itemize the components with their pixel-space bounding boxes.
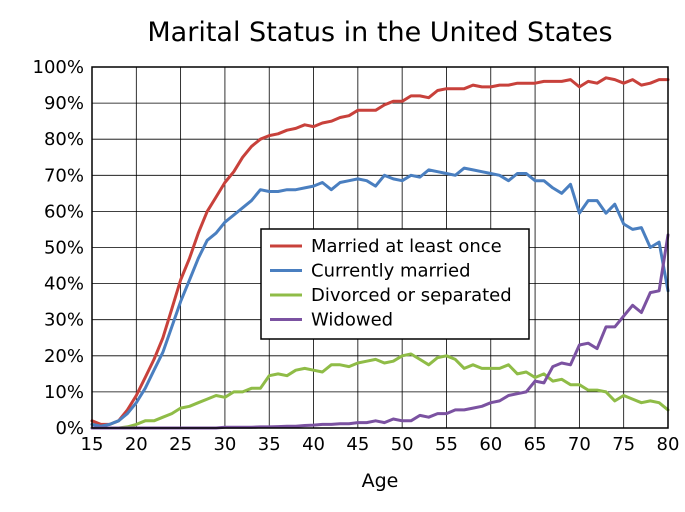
x-tick-label: 70: [568, 434, 591, 455]
legend-label-1: Currently married: [311, 261, 471, 282]
y-tick-label: 40%: [44, 274, 84, 295]
x-tick-label: 15: [81, 434, 104, 455]
x-tick-label: 40: [302, 434, 325, 455]
x-tick-label: 25: [169, 434, 192, 455]
x-tick-label: 65: [524, 434, 547, 455]
x-tick-label: 45: [346, 434, 369, 455]
x-tick-label: 55: [435, 434, 458, 455]
legend-label-0: Married at least once: [311, 236, 502, 257]
x-tick-label: 20: [125, 434, 148, 455]
y-tick-label: 90%: [44, 93, 84, 114]
plot-frame: [91, 66, 669, 429]
y-tick-label: 0%: [55, 418, 84, 439]
legend: Married at least once Currently married Di…: [260, 228, 530, 340]
y-tick-label: 30%: [44, 310, 84, 331]
y-tick-label: 70%: [44, 165, 84, 186]
x-tick-label: 30: [213, 434, 236, 455]
tick-labels: 0% 10% 20% 30% 40% 50% 60% 70% 80% 90% 100% 15 20 25 3…: [33, 57, 680, 455]
y-tick-label: 80%: [44, 129, 84, 150]
series-line-2: [90, 352, 670, 430]
y-tick-label: 100%: [33, 57, 84, 78]
x-tick-label: 75: [612, 434, 635, 455]
legend-label-2: Divorced or separated: [311, 285, 512, 306]
y-tick-label: 20%: [44, 346, 84, 367]
y-tick-label: 60%: [44, 201, 84, 222]
legend-box: [260, 228, 530, 340]
x-axis-label: Age: [362, 470, 399, 492]
series-line-0: [90, 76, 670, 426]
x-tick-label: 80: [657, 434, 680, 455]
series-line-1: [90, 166, 670, 428]
legend-label-3: Widowed: [311, 310, 393, 331]
x-tick-label: 35: [258, 434, 281, 455]
y-tick-label: 10%: [44, 382, 84, 403]
x-tick-label: 50: [391, 434, 414, 455]
y-tick-label: 50%: [44, 238, 84, 259]
chart-title: Marital Status in the United States: [147, 17, 612, 48]
x-tick-label: 60: [479, 434, 502, 455]
